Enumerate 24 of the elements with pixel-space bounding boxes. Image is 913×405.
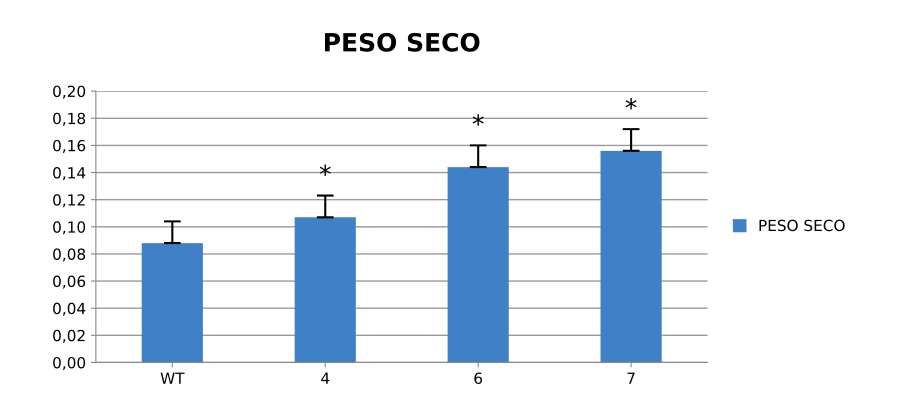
- x-tick-label: 7: [628, 372, 635, 384]
- chart-title: PESO SECO: [324, 32, 480, 52]
- bar: [142, 243, 203, 362]
- bar: [600, 150, 662, 362]
- x-tick-label: WT: [160, 372, 185, 384]
- y-tick-label: 0,04: [53, 302, 86, 316]
- y-tick-label: 0,16: [53, 140, 86, 153]
- legend-label: PESO SECO: [760, 220, 845, 232]
- y-tick-label: 0,00: [53, 356, 86, 370]
- y-tick-label: 0,14: [53, 166, 86, 180]
- x-tick-label: 4: [321, 372, 330, 384]
- bar: [294, 217, 356, 362]
- annotation: *: [472, 114, 484, 126]
- x-tick-label: 6: [474, 372, 482, 384]
- y-tick-label: 0,02: [53, 330, 85, 343]
- y-tick-label: 0,08: [53, 248, 86, 262]
- y-tick-label: 0,12: [53, 194, 85, 208]
- y-tick-label: 0,18: [53, 112, 86, 126]
- annotation: *: [320, 164, 331, 176]
- y-tick-label: 0,20: [53, 86, 86, 99]
- bar: [448, 167, 509, 362]
- y-tick-label: 0,10: [53, 221, 86, 234]
- y-tick-label: 0,06: [53, 276, 86, 289]
- annotation: *: [626, 98, 637, 110]
